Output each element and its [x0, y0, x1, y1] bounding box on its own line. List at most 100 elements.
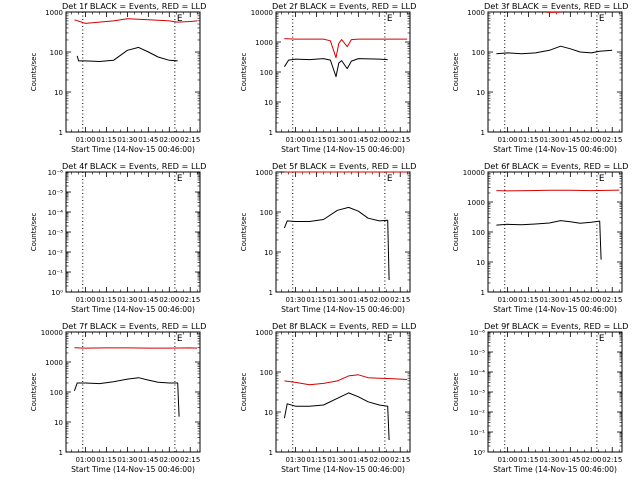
y-axis-label: Counts/sec — [452, 213, 460, 252]
x-tick-label: 01:15 — [518, 296, 538, 304]
y-axis-label: Counts/sec — [452, 373, 460, 412]
y-tick-label: 100 — [260, 69, 273, 77]
x-tick-label: 01:30 — [539, 296, 559, 304]
x-tick-label: 02:00 — [581, 296, 601, 304]
y-tick-label: 10⁻¹ — [48, 269, 64, 277]
x-tick-label: 01:30 — [117, 456, 137, 464]
y-tick-label: 1 — [269, 289, 273, 297]
x-tick-label: 02:15 — [180, 136, 200, 144]
y-tick-label: 1 — [269, 449, 273, 457]
y-tick-label: 1000 — [255, 329, 273, 337]
x-tick-label: 01:15 — [96, 296, 116, 304]
x-tick-label: 01:45 — [138, 136, 158, 144]
y-tick-label: 10 — [476, 259, 485, 267]
x-tick-label: 01:00 — [75, 136, 95, 144]
y-tick-label: 10⁻⁵ — [470, 349, 486, 357]
x-tick-label: 02:15 — [180, 296, 200, 304]
plot-frame — [65, 11, 201, 133]
detector-panel: Det 6f BLACK = Events, RED = LLD 1 10 100 10… — [452, 161, 628, 314]
x-tick-label: 02:00 — [369, 456, 389, 464]
time-marker-label: E — [177, 174, 183, 184]
y-tick-label: 10000 — [251, 9, 273, 17]
panel-title: Det 5f BLACK = Events, RED = LLD — [272, 161, 416, 171]
y-tick-label: 10 — [54, 419, 63, 427]
x-tick-label: 02:15 — [390, 136, 410, 144]
x-tick-label: 01:15 — [518, 136, 538, 144]
y-tick-label: 10⁻⁴ — [470, 369, 486, 377]
y-tick-label: 1 — [481, 129, 485, 137]
x-axis-label: Start Time (14-Nov-15 00:46:00) — [281, 465, 405, 474]
x-tick-label: 01:15 — [96, 456, 116, 464]
x-tick-label: 01:45 — [348, 136, 368, 144]
panel-title: Det 6f BLACK = Events, RED = LLD — [484, 161, 628, 171]
plot-frame — [487, 11, 623, 133]
x-tick-label: 01:00 — [497, 456, 517, 464]
events-series-line — [283, 58, 388, 78]
x-axis-label: Start Time (14-Nov-15 00:46:00) — [71, 145, 195, 154]
y-tick-label: 10⁻¹ — [470, 429, 486, 437]
x-tick-label: 01:45 — [138, 456, 158, 464]
plot-frame — [275, 11, 411, 133]
plot-frame — [487, 331, 623, 453]
x-tick-label: 01:30 — [285, 296, 305, 304]
x-tick-label: 01:45 — [348, 456, 368, 464]
x-tick-label: 01:30 — [327, 296, 347, 304]
x-axis-label: Start Time (14-Nov-15 00:46:00) — [281, 145, 405, 154]
x-tick-label: 02:15 — [390, 296, 410, 304]
y-tick-label: 10⁻⁴ — [48, 209, 64, 217]
y-tick-label: 100 — [50, 49, 63, 57]
events-series-line — [283, 206, 390, 281]
y-tick-label: 1 — [481, 289, 485, 297]
x-axis-label: Start Time (14-Nov-15 00:46:00) — [281, 305, 405, 314]
x-tick-label: 01:00 — [75, 296, 95, 304]
x-tick-label: 02:00 — [581, 136, 601, 144]
x-tick-label: 01:15 — [306, 456, 326, 464]
x-tick-label: 02:00 — [369, 296, 389, 304]
y-tick-label: 10 — [264, 409, 273, 417]
panel-title: Det 1f BLACK = Events, RED = LLD — [62, 1, 206, 11]
detector-panel: Det 5f BLACK = Events, RED = LLD 1 10 100 10… — [240, 161, 416, 314]
y-tick-label: 10⁰ — [51, 289, 63, 297]
y-tick-label: 1000 — [255, 39, 273, 47]
events-series-line — [283, 392, 390, 441]
detector-panel: Det 7f BLACK = Events, RED = LLD 1 10 100 10… — [30, 321, 206, 474]
x-axis-label: Start Time (14-Nov-15 00:46:00) — [493, 145, 617, 154]
y-tick-label: 10⁻² — [470, 409, 486, 417]
y-tick-label: 10⁻⁶ — [48, 169, 64, 177]
y-tick-label: 1 — [269, 129, 273, 137]
time-marker-label: E — [599, 334, 605, 344]
y-tick-label: 1000 — [467, 9, 485, 17]
y-tick-label: 10⁰ — [473, 449, 485, 457]
lld-series-line — [284, 38, 408, 59]
x-tick-label: 01:30 — [117, 296, 137, 304]
panel-title: Det 7f BLACK = Events, RED = LLD — [62, 321, 206, 331]
x-tick-label: 01:00 — [497, 136, 517, 144]
time-marker-label: E — [387, 174, 393, 184]
y-tick-label: 10⁻³ — [48, 229, 64, 237]
x-tick-label: 01:00 — [75, 456, 95, 464]
panel-title: Det 4f BLACK = Events, RED = LLD — [62, 161, 206, 171]
y-tick-label: 10⁻⁶ — [470, 329, 486, 337]
y-axis-label: Counts/sec — [30, 53, 38, 92]
x-tick-label: 02:00 — [159, 296, 179, 304]
x-tick-label: 02:15 — [602, 456, 622, 464]
lld-series-line — [284, 374, 408, 386]
detector-panel: Det 9f BLACK = Events, RED = LLD 10⁰ 10⁻¹ 1… — [452, 321, 628, 474]
plot-frame — [65, 171, 201, 293]
y-tick-label: 1000 — [255, 169, 273, 177]
x-tick-label: 01:45 — [560, 136, 580, 144]
y-tick-label: 1000 — [467, 199, 485, 207]
x-tick-label: 01:45 — [560, 296, 580, 304]
panel-title: Det 8f BLACK = Events, RED = LLD — [272, 321, 416, 331]
x-tick-label: 01:15 — [96, 136, 116, 144]
time-marker-label: E — [599, 174, 605, 184]
plot-frame — [65, 331, 201, 453]
time-marker-label: E — [387, 334, 393, 344]
y-tick-label: 10⁻³ — [470, 389, 486, 397]
detector-panel: Det 3f BLACK = Events, RED = LLD 1 10 100 10… — [452, 1, 628, 154]
x-axis-label: Start Time (14-Nov-15 00:46:00) — [493, 465, 617, 474]
x-tick-label: 01:45 — [138, 296, 158, 304]
x-tick-label: 01:00 — [497, 296, 517, 304]
plot-frame — [275, 331, 411, 453]
y-tick-label: 100 — [260, 209, 273, 217]
